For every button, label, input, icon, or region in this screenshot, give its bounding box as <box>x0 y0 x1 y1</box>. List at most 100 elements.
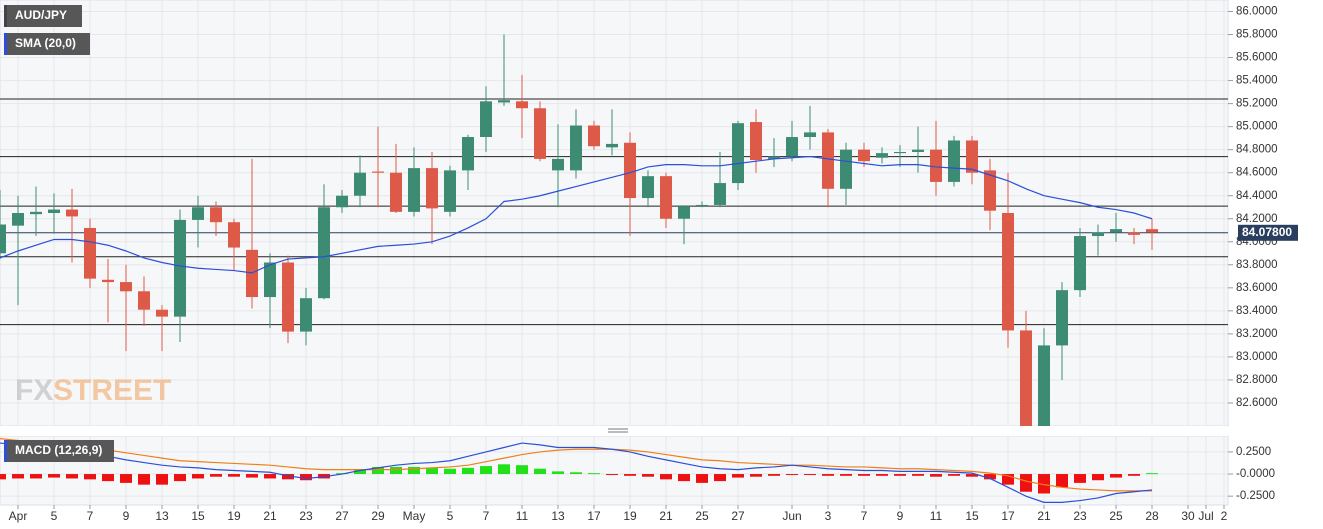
histogram-bar <box>624 474 636 476</box>
candle-body <box>714 183 726 205</box>
histogram-bar <box>516 465 528 475</box>
candle-body <box>228 222 240 248</box>
candle-body <box>984 170 996 211</box>
x-tick-label: 19 <box>227 509 241 523</box>
legend-stripe <box>4 5 7 27</box>
histogram-bar <box>984 474 996 480</box>
x-tick-label: 25 <box>695 509 709 523</box>
histogram-bar <box>678 474 690 482</box>
histogram-bar <box>750 474 762 477</box>
candle-body <box>678 206 690 219</box>
histogram-bar <box>1146 473 1158 475</box>
candle-body <box>372 171 384 173</box>
histogram-bar <box>138 474 150 485</box>
histogram-bar <box>966 474 978 477</box>
histogram-bar <box>444 468 456 475</box>
histogram-bar <box>930 474 942 477</box>
histogram-bar <box>1074 474 1086 483</box>
x-tick-label: 11 <box>930 509 943 523</box>
histogram-bar <box>912 474 924 476</box>
macd-plot <box>0 436 1228 505</box>
histogram-bar <box>1020 474 1032 492</box>
histogram-bar <box>120 474 132 483</box>
candle-body <box>210 207 222 223</box>
candle-body <box>948 140 960 182</box>
legend-box[interactable] <box>4 440 114 462</box>
candle-body <box>1002 213 1014 331</box>
candle-body <box>390 172 402 212</box>
y-tick-label: 84.8000 <box>1236 144 1278 156</box>
x-tick-label: 9 <box>123 509 130 523</box>
x-tick-label: 21 <box>659 509 673 523</box>
histogram-bar <box>714 474 726 482</box>
candle-body <box>804 132 816 138</box>
y-tick-label: 85.6000 <box>1236 52 1278 64</box>
y-tick-label: -0.0000 <box>1236 468 1275 480</box>
y-tick-label: 85.4000 <box>1236 75 1278 87</box>
histogram-bar <box>858 474 870 476</box>
candle-body <box>1020 330 1032 426</box>
histogram-bar <box>1056 474 1068 488</box>
histogram-bar <box>588 473 600 475</box>
y-tick-label: 83.0000 <box>1236 351 1278 363</box>
candle-body <box>894 151 906 154</box>
legend-box[interactable] <box>4 33 90 55</box>
candle-body <box>1128 232 1140 235</box>
candle-body <box>822 132 834 189</box>
histogram-bar <box>822 474 834 476</box>
candle-body <box>0 224 6 254</box>
histogram-bar <box>660 474 672 480</box>
histogram-bar <box>606 474 618 476</box>
histogram-bar <box>282 474 294 480</box>
x-tick-label: 28 <box>1145 509 1159 523</box>
signal-line <box>0 438 1152 492</box>
x-tick-label: 17 <box>587 509 601 523</box>
histogram-bar <box>1110 474 1122 478</box>
y-tick-label: 84.6000 <box>1236 167 1278 179</box>
y-tick-label: 83.8000 <box>1236 259 1278 271</box>
histogram-bar <box>408 466 420 475</box>
histogram-bar <box>66 474 78 479</box>
histogram-bar <box>570 472 582 475</box>
x-tick-label: 9 <box>897 509 904 523</box>
x-tick-label: 15 <box>191 509 205 523</box>
candle-body <box>444 170 456 212</box>
candle-body <box>1074 236 1086 291</box>
panel-separator[interactable] <box>0 426 1228 436</box>
x-tick-label: Jul <box>1198 509 1213 523</box>
x-tick-label: 11 <box>516 509 529 523</box>
legend-box[interactable] <box>4 5 82 27</box>
x-tick-label: 2 <box>1221 509 1228 523</box>
candle-body <box>174 219 186 317</box>
histogram-bar <box>30 474 42 479</box>
x-tick-label: 7 <box>87 509 94 523</box>
histogram-bar <box>462 467 474 475</box>
candle-body <box>660 176 672 219</box>
macd-legend: MACD (12,26,9) <box>15 443 102 457</box>
candle-body <box>12 213 24 226</box>
candle-body <box>426 168 438 209</box>
x-tick-label: Jun <box>782 509 801 523</box>
histogram-bar <box>786 474 798 476</box>
legend-stripe <box>4 33 7 55</box>
x-tick-label: 19 <box>623 509 637 523</box>
sma-line <box>0 155 1153 274</box>
histogram-bar <box>1128 474 1140 476</box>
x-tick-label: 7 <box>861 509 868 523</box>
candle-body <box>768 156 780 159</box>
candle-body <box>120 282 132 292</box>
histogram-bar <box>732 474 744 478</box>
x-tick-label: 27 <box>335 509 349 523</box>
candle-body <box>480 101 492 138</box>
candle-body <box>552 158 564 171</box>
histogram-bar <box>210 474 222 477</box>
histogram-bar <box>354 469 366 475</box>
candle-body <box>696 204 708 207</box>
x-tick-label: 7 <box>483 509 490 523</box>
last-price-label: 84.07800 <box>1242 225 1292 239</box>
candle-body <box>318 207 330 299</box>
histogram-bar <box>804 474 816 476</box>
candle-body <box>930 149 942 182</box>
histogram-bar <box>948 474 960 476</box>
candle-body <box>1038 345 1050 426</box>
